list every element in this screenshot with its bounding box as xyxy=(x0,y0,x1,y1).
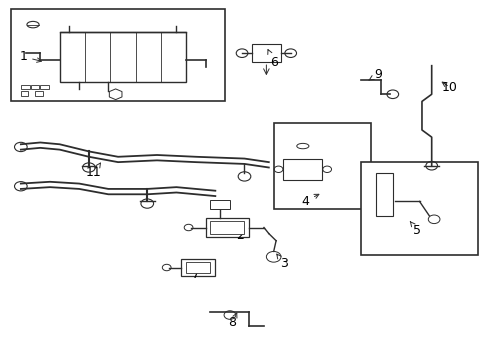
Bar xyxy=(21,91,28,96)
Text: 4: 4 xyxy=(301,194,318,208)
Bar xyxy=(186,262,210,273)
Bar xyxy=(375,173,392,216)
Text: 7: 7 xyxy=(191,268,204,281)
Bar xyxy=(40,85,49,89)
Bar xyxy=(21,85,30,89)
Bar xyxy=(205,217,249,237)
Text: 3: 3 xyxy=(276,254,288,270)
Bar xyxy=(251,44,281,62)
Bar xyxy=(11,9,224,102)
Text: 2: 2 xyxy=(232,225,243,242)
Text: 5: 5 xyxy=(409,222,420,237)
Bar xyxy=(181,258,215,276)
Text: 11: 11 xyxy=(86,163,102,179)
Text: 10: 10 xyxy=(441,81,457,94)
Bar xyxy=(210,200,229,208)
Bar xyxy=(283,158,322,180)
Bar xyxy=(210,221,244,234)
Text: 8: 8 xyxy=(228,313,237,329)
Bar xyxy=(273,123,370,208)
Bar xyxy=(60,32,186,82)
Bar xyxy=(30,85,39,89)
Text: 9: 9 xyxy=(368,68,381,81)
Bar xyxy=(361,162,477,255)
Text: 6: 6 xyxy=(267,50,277,69)
Text: 1: 1 xyxy=(20,50,41,63)
Bar xyxy=(35,91,42,96)
